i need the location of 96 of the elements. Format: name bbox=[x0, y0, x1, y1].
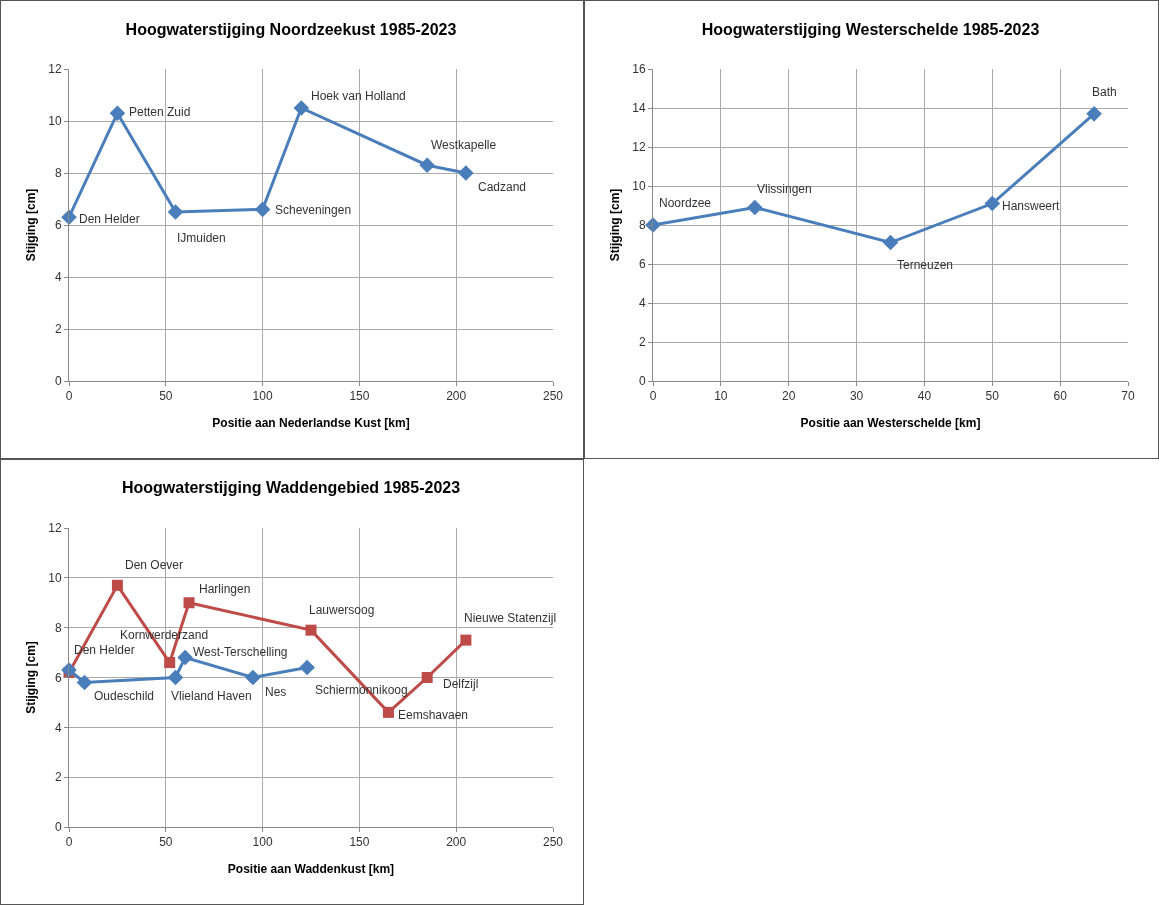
y-tick-label: 10 bbox=[632, 179, 646, 194]
annotation: Den Helder bbox=[79, 212, 140, 226]
y-tick-label: 10 bbox=[48, 114, 62, 129]
annotation: Eemshavaen bbox=[398, 708, 469, 722]
annotation: Bath bbox=[1092, 85, 1117, 99]
point bbox=[183, 597, 195, 609]
y-tick-label: 0 bbox=[54, 820, 62, 835]
point bbox=[164, 657, 176, 669]
point bbox=[421, 672, 433, 683]
y-tick-label: 2 bbox=[54, 322, 62, 337]
point bbox=[245, 669, 261, 686]
annotation: Petten Zuid bbox=[129, 105, 191, 119]
x-tick-label: 40 bbox=[917, 389, 932, 404]
chart-title: Hoogwaterstijging Noordzeekust 1985-2023 bbox=[125, 20, 457, 38]
y-tick-label: 8 bbox=[638, 218, 646, 233]
y-tick-label: 6 bbox=[54, 218, 62, 233]
x-tick-label: 0 bbox=[65, 389, 73, 404]
x-tick-label: 250 bbox=[542, 389, 564, 404]
point bbox=[984, 195, 1001, 212]
x-tick-label: 10 bbox=[714, 389, 728, 404]
x-tick-label: 0 bbox=[649, 389, 657, 404]
x-tick-label: 30 bbox=[849, 389, 864, 404]
annotation: Hoek van Holland bbox=[311, 89, 406, 103]
point bbox=[254, 201, 271, 218]
point bbox=[167, 669, 184, 686]
y-axis-title: Stijging [cm] bbox=[24, 641, 38, 714]
annotation: Den Oever bbox=[125, 558, 184, 572]
y-tick-label: 12 bbox=[48, 62, 62, 77]
x-tick-label: 250 bbox=[542, 835, 564, 850]
point bbox=[109, 105, 126, 121]
point bbox=[111, 579, 123, 591]
y-tick-label: 2 bbox=[638, 335, 646, 350]
annotation: IJmuiden bbox=[177, 231, 226, 245]
point bbox=[460, 634, 472, 646]
point bbox=[76, 674, 93, 691]
y-tick-label: 4 bbox=[54, 270, 62, 285]
annotation: Lauwersoog bbox=[309, 603, 375, 617]
x-tick-label: 50 bbox=[159, 389, 173, 404]
y-tick-label: 6 bbox=[54, 670, 62, 685]
x-tick-label: 50 bbox=[985, 389, 1000, 404]
point bbox=[167, 204, 184, 220]
point bbox=[882, 234, 899, 251]
y-tick-label: 0 bbox=[638, 374, 646, 389]
annotation: Harlingen bbox=[199, 582, 251, 596]
x-tick-label: 20 bbox=[782, 389, 796, 404]
y-tick-label: 8 bbox=[54, 166, 62, 181]
annotation: West-Terschelling bbox=[193, 645, 288, 659]
x-axis-title: Positie aan Nederlandse Kust [km] bbox=[212, 416, 410, 430]
point bbox=[293, 100, 310, 116]
point bbox=[746, 199, 763, 216]
annotation: Terneuzen bbox=[897, 258, 954, 272]
y-tick-label: 12 bbox=[632, 140, 646, 155]
y-tick-label: 14 bbox=[632, 101, 646, 116]
y-tick-label: 2 bbox=[54, 770, 62, 785]
annotation: Hansweert bbox=[1002, 199, 1061, 213]
y-tick-label: 16 bbox=[632, 62, 646, 77]
y-tick-label: 4 bbox=[638, 296, 646, 311]
point bbox=[458, 165, 474, 181]
chart-title: Hoogwaterstijging Westerschelde 1985-2023 bbox=[701, 20, 1040, 38]
x-tick-label: 70 bbox=[1121, 389, 1135, 404]
annotation: Delfzijl bbox=[443, 677, 479, 691]
annotation: Oudeschild bbox=[94, 689, 155, 703]
x-tick-label: 50 bbox=[159, 835, 173, 850]
y-tick-label: 12 bbox=[48, 521, 62, 536]
point bbox=[1086, 106, 1102, 122]
point bbox=[177, 649, 193, 666]
annotation: Vlissingen bbox=[757, 182, 812, 196]
x-tick-label: 150 bbox=[349, 835, 370, 850]
annotation: Nes bbox=[265, 685, 287, 699]
point bbox=[382, 706, 394, 718]
point bbox=[299, 659, 315, 676]
y-tick-label: 4 bbox=[54, 720, 62, 735]
x-tick-label: 60 bbox=[1053, 389, 1068, 404]
y-axis-title: Stijging [cm] bbox=[24, 188, 38, 262]
chart-title: Hoogwaterstijging Waddengebied 1985-2023 bbox=[121, 479, 461, 497]
y-tick-label: 6 bbox=[638, 257, 646, 272]
annotation: Westkapelle bbox=[431, 138, 497, 152]
x-axis-title: Positie aan Westerschelde [km] bbox=[800, 416, 981, 430]
x-tick-label: 100 bbox=[252, 835, 273, 850]
x-tick-label: 200 bbox=[446, 835, 467, 850]
annotation: Cadzand bbox=[478, 180, 527, 194]
y-tick-label: 8 bbox=[54, 620, 62, 635]
x-tick-label: 200 bbox=[446, 389, 467, 404]
y-tick-label: 0 bbox=[54, 374, 62, 389]
point bbox=[419, 157, 435, 173]
x-tick-label: 150 bbox=[349, 389, 370, 404]
annotation: Scheveningen bbox=[275, 203, 352, 217]
y-axis-title: Stijging [cm] bbox=[608, 188, 622, 262]
x-axis-title: Positie aan Waddenkust [km] bbox=[227, 862, 395, 876]
y-tick-label: 10 bbox=[48, 571, 62, 586]
annotation: Noordzee bbox=[659, 196, 712, 210]
point bbox=[305, 624, 317, 636]
x-tick-label: 0 bbox=[65, 835, 73, 850]
annotation: Vlieland Haven bbox=[171, 689, 252, 703]
x-tick-label: 100 bbox=[252, 389, 273, 404]
annotation: Nieuwe Statenzijl bbox=[464, 611, 557, 625]
